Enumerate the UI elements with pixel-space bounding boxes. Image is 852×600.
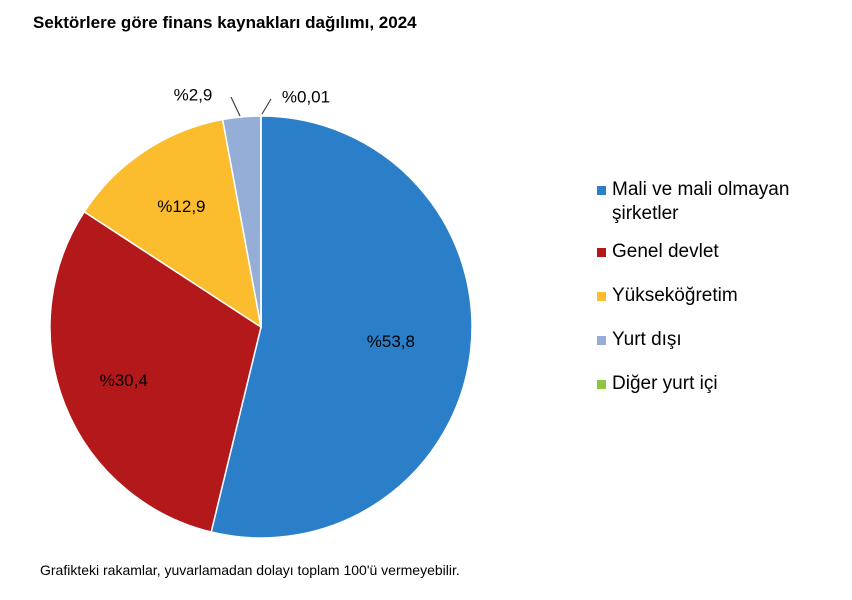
slice-label-government: %30,4 xyxy=(100,371,148,390)
slice-label-companies: %53,8 xyxy=(367,332,415,351)
legend-item-other-domestic: Diğer yurt içi xyxy=(597,372,837,396)
legend: Mali ve mali olmayan şirketler Genel dev… xyxy=(597,178,837,416)
pie-slice-higher-education xyxy=(83,118,263,329)
legend-swatch-abroad xyxy=(597,336,606,345)
leader-line-abroad xyxy=(230,96,241,117)
slice-label-higher-education: %12,9 xyxy=(157,197,205,216)
legend-label-other-domestic: Diğer yurt içi xyxy=(612,373,718,394)
chart-footnote: Grafikteki rakamlar, yuvarlamadan dolayı… xyxy=(40,562,460,578)
slice-label-abroad: %2,9 xyxy=(174,85,213,104)
legend-item-abroad: Yurt dışı xyxy=(597,328,837,352)
leader-line-other-domestic xyxy=(261,98,272,115)
legend-item-government: Genel devlet xyxy=(597,240,837,264)
legend-swatch-higher-education xyxy=(597,292,606,301)
legend-label-abroad: Yurt dışı xyxy=(612,329,682,350)
legend-swatch-government xyxy=(597,248,606,257)
pie-slice-government xyxy=(49,210,262,533)
slice-label-other-domestic: %0,01 xyxy=(282,87,330,106)
legend-swatch-other-domestic xyxy=(597,380,606,389)
legend-label-companies: Mali ve mali olmayan şirketler xyxy=(612,179,790,224)
legend-label-higher-education: Yükseköğretim xyxy=(612,285,738,306)
legend-label-government: Genel devlet xyxy=(612,241,719,262)
pie-slice-companies xyxy=(210,115,473,539)
chart-title: Sektörlere göre finans kaynakları dağılı… xyxy=(33,13,417,32)
legend-swatch-companies xyxy=(597,186,606,195)
legend-item-higher-education: Yükseköğretim xyxy=(597,284,837,308)
legend-item-companies: Mali ve mali olmayan şirketler xyxy=(597,178,837,226)
